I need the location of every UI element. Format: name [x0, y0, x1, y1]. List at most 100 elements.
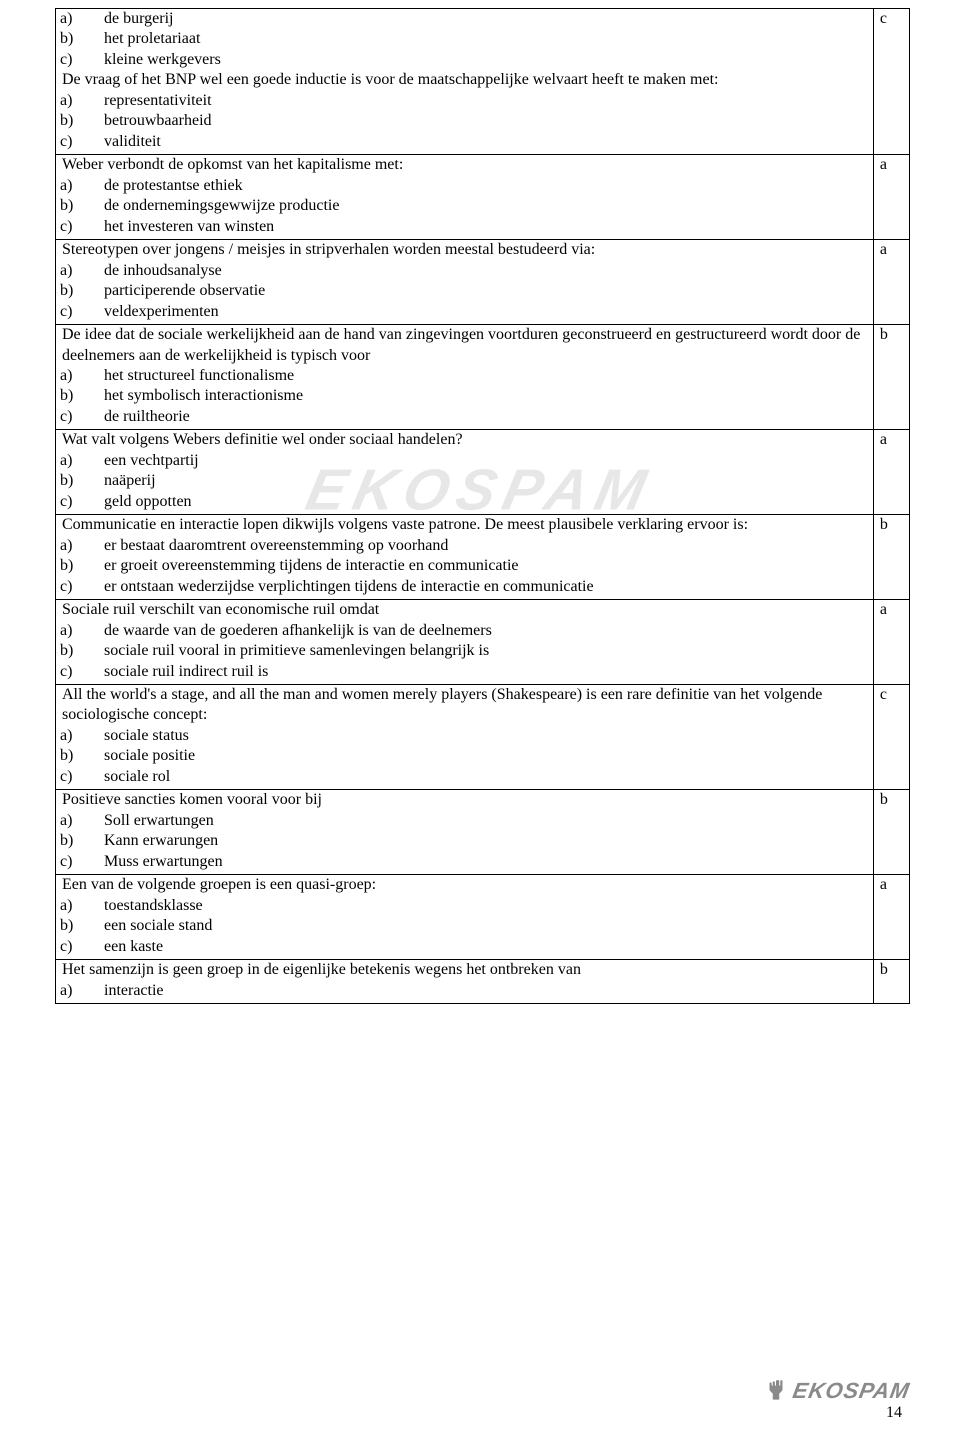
table-row: Stereotypen over jongens / meisjes in st… — [56, 240, 910, 325]
table-row: De idee dat de sociale werkelijkheid aan… — [56, 325, 910, 430]
option-text: een vechtpartij — [104, 452, 199, 469]
option: b)sociale positie — [62, 746, 867, 766]
option-label: b) — [82, 746, 104, 766]
option-label: b) — [82, 29, 104, 49]
table-row: Sociale ruil verschilt van economische r… — [56, 600, 910, 685]
page-number: 14 — [886, 1404, 902, 1422]
option-label: a) — [82, 9, 104, 29]
option-label: c) — [82, 302, 104, 322]
table-row: Weber verbondt de opkomst van het kapita… — [56, 155, 910, 240]
table-row: Wat valt volgens Webers definitie wel on… — [56, 430, 910, 515]
option: c)een kaste — [62, 937, 867, 957]
question-cell: Wat valt volgens Webers definitie wel on… — [56, 430, 874, 515]
answer-cell: c — [873, 685, 909, 790]
question-cell: a)de burgerijb)het proletariaatc)kleine … — [56, 9, 874, 155]
option-text: het structureel functionalisme — [104, 367, 294, 384]
option: a)de waarde van de goederen afhankelijk … — [62, 621, 867, 641]
option: b)Kann erwarungen — [62, 831, 867, 851]
option-text: een sociale stand — [104, 917, 212, 934]
option: a)toestandsklasse — [62, 896, 867, 916]
question-cell: Communicatie en interactie lopen dikwijl… — [56, 515, 874, 600]
option-label: b) — [82, 916, 104, 936]
option-text: er bestaat daaromtrent overeenstemming o… — [104, 537, 448, 554]
table-row: Positieve sancties komen vooral voor bij… — [56, 790, 910, 875]
answer-cell: b — [873, 515, 909, 600]
option-text: Soll erwartungen — [104, 812, 214, 829]
option: b)het proletariaat — [62, 29, 867, 49]
option-text: er groeit overeenstemming tijdens de int… — [104, 557, 519, 574]
answer-cell: a — [873, 155, 909, 240]
option-text: de burgerij — [104, 10, 173, 27]
option: a)Soll erwartungen — [62, 811, 867, 831]
option-text: sociale positie — [104, 747, 195, 764]
option: b)een sociale stand — [62, 916, 867, 936]
question-cell: Sociale ruil verschilt van economische r… — [56, 600, 874, 685]
question-cell: Het samenzijn is geen groep in de eigenl… — [56, 960, 874, 1004]
option-label: a) — [82, 366, 104, 386]
option: c)geld oppotten — [62, 492, 867, 512]
option-label: b) — [82, 386, 104, 406]
option-text: sociale rol — [104, 768, 170, 785]
option: c)Muss erwartungen — [62, 852, 867, 872]
question-stem: Positieve sancties komen vooral voor bij — [62, 790, 867, 810]
fist-icon — [763, 1378, 789, 1404]
option: a)het structureel functionalisme — [62, 366, 867, 386]
option-label: c) — [82, 50, 104, 70]
option-label: c) — [82, 492, 104, 512]
table-row: Communicatie en interactie lopen dikwijl… — [56, 515, 910, 600]
question-cell: Weber verbondt de opkomst van het kapita… — [56, 155, 874, 240]
table-row: Het samenzijn is geen groep in de eigenl… — [56, 960, 910, 1004]
option-text: betrouwbaarheid — [104, 112, 212, 129]
option-label: b) — [82, 281, 104, 301]
option: a)een vechtpartij — [62, 451, 867, 471]
question-stem: Weber verbondt de opkomst van het kapita… — [62, 155, 867, 175]
option: a)er bestaat daaromtrent overeenstemming… — [62, 536, 867, 556]
option-text: de waarde van de goederen afhankelijk is… — [104, 622, 492, 639]
answer-cell: b — [873, 790, 909, 875]
option: b)naäperij — [62, 471, 867, 491]
question-cell: Stereotypen over jongens / meisjes in st… — [56, 240, 874, 325]
option: b)betrouwbaarheid — [62, 111, 867, 131]
option: a)representativiteit — [62, 91, 867, 111]
option-label: a) — [82, 536, 104, 556]
table-row: Een van de volgende groepen is een quasi… — [56, 875, 910, 960]
option: b)sociale ruil vooral in primitieve same… — [62, 641, 867, 661]
option-label: a) — [82, 176, 104, 196]
option: c)het investeren van winsten — [62, 217, 867, 237]
option-label: a) — [82, 726, 104, 746]
option-label: c) — [82, 767, 104, 787]
option: b)de ondernemingsgewwijze productie — [62, 196, 867, 216]
option: a)de protestantse ethiek — [62, 176, 867, 196]
option: c)veldexperimenten — [62, 302, 867, 322]
option-label: a) — [82, 451, 104, 471]
answer-cell: a — [873, 430, 909, 515]
option: c)validiteit — [62, 132, 867, 152]
questions-table: a)de burgerijb)het proletariaatc)kleine … — [55, 8, 910, 1004]
option-label: b) — [82, 111, 104, 131]
option-label: c) — [82, 132, 104, 152]
question-stem: De vraag of het BNP wel een goede induct… — [62, 70, 867, 90]
answer-cell: a — [873, 600, 909, 685]
option-text: de inhoudsanalyse — [104, 262, 222, 279]
option-label: a) — [82, 91, 104, 111]
option: c)de ruiltheorie — [62, 407, 867, 427]
option: a)de inhoudsanalyse — [62, 261, 867, 281]
option: a)interactie — [62, 981, 867, 1001]
footer-logo-text: EKOSPAM — [791, 1378, 912, 1404]
option-text: kleine werkgevers — [104, 51, 221, 68]
option-label: b) — [82, 471, 104, 491]
option-label: c) — [82, 852, 104, 872]
option: b)er groeit overeenstemming tijdens de i… — [62, 556, 867, 576]
option-text: participerende observatie — [104, 282, 265, 299]
option: b)participerende observatie — [62, 281, 867, 301]
option-text: toestandsklasse — [104, 897, 203, 914]
option: c)er ontstaan wederzijdse verplichtingen… — [62, 577, 867, 597]
option-text: het symbolisch interactionisme — [104, 387, 303, 404]
option: a)sociale status — [62, 726, 867, 746]
question-stem: All the world's a stage, and all the man… — [62, 685, 867, 726]
question-stem: Een van de volgende groepen is een quasi… — [62, 875, 867, 895]
option: a)de burgerij — [62, 9, 867, 29]
answer-cell: c — [873, 9, 909, 155]
option-label: c) — [82, 662, 104, 682]
option-text: representativiteit — [104, 92, 212, 109]
